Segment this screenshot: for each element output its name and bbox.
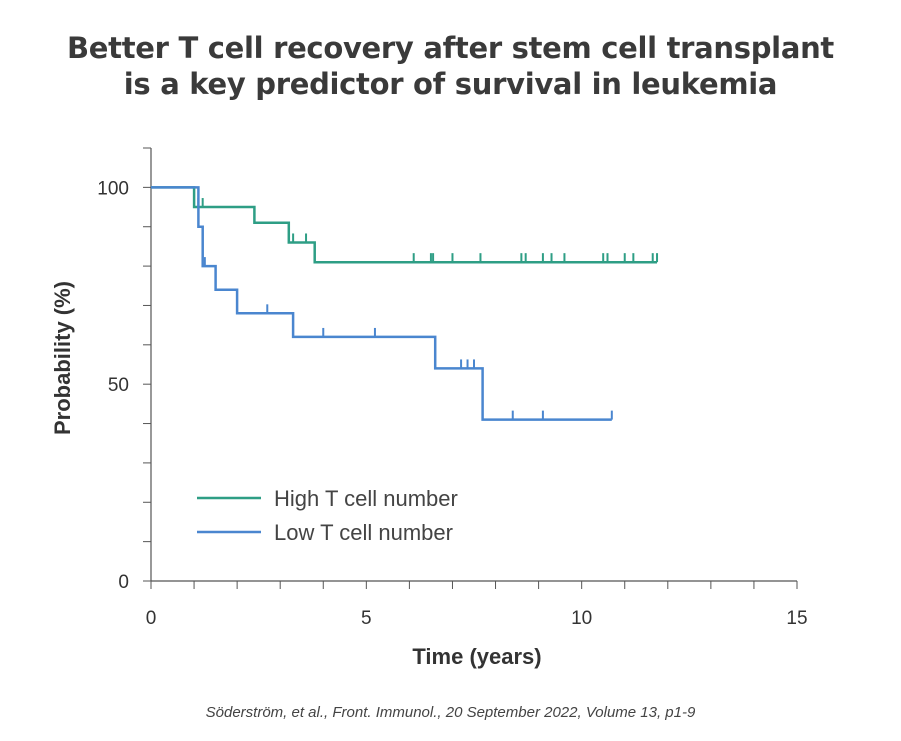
x-tick-label: 15 xyxy=(786,608,807,629)
series-low xyxy=(151,186,613,421)
y-tick-label: 0 xyxy=(118,572,129,593)
survival-curve xyxy=(151,186,657,264)
survival-curve xyxy=(151,186,612,421)
legend: High T cell number Low T cell number xyxy=(197,486,458,545)
x-tick-label: 5 xyxy=(361,608,372,629)
series-layer xyxy=(151,186,659,421)
title-line-1: Better T cell recovery after stem cell t… xyxy=(66,31,834,65)
axes: 0 50 100 0 5 10 15 xyxy=(97,147,808,629)
x-tick-label: 10 xyxy=(571,608,592,629)
y-axis-label: Probability (%) xyxy=(50,281,75,435)
series-high xyxy=(151,186,659,264)
legend-label: High T cell number xyxy=(274,486,458,511)
legend-item: High T cell number xyxy=(197,486,458,511)
legend-label: Low T cell number xyxy=(274,520,453,545)
citation: Söderström, et al., Front. Immunol., 20 … xyxy=(205,704,696,721)
legend-item: Low T cell number xyxy=(197,520,453,545)
chart-title: Better T cell recovery after stem cell t… xyxy=(0,30,901,102)
y-tick-label: 100 xyxy=(97,178,129,199)
y-tick-label: 50 xyxy=(108,375,129,396)
title-line-2: is a key predictor of survival in leukem… xyxy=(123,67,778,101)
x-tick-label: 0 xyxy=(146,608,157,629)
x-axis-label: Time (years) xyxy=(412,644,541,669)
